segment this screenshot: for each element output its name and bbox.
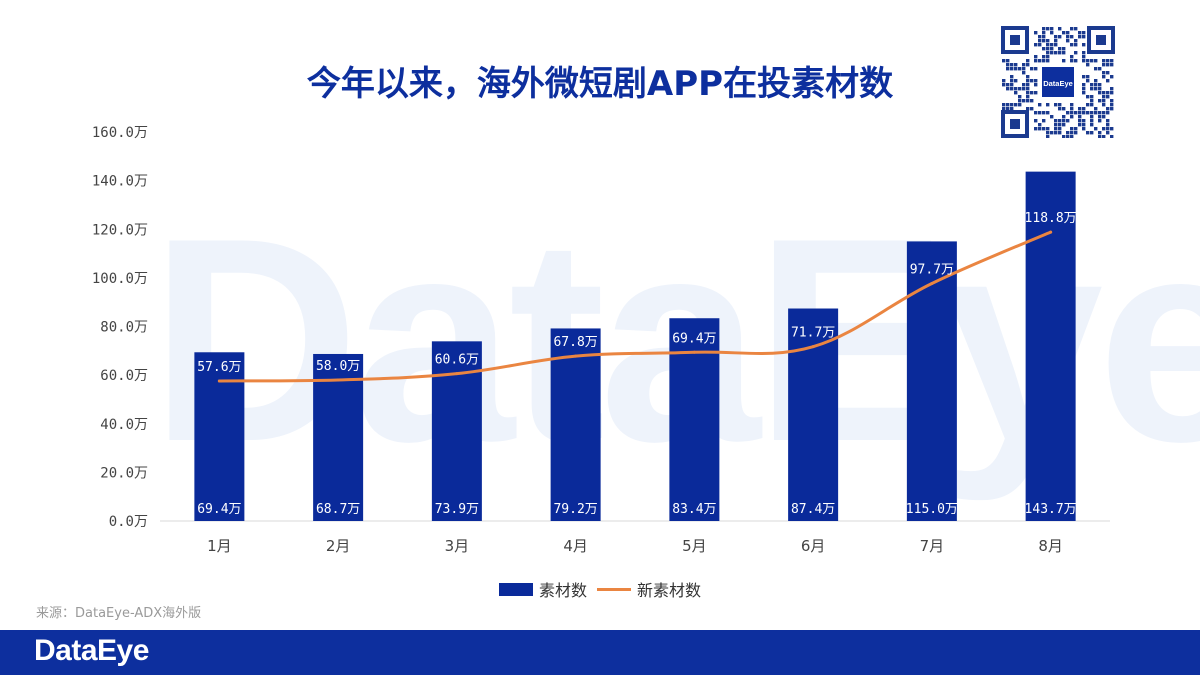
- bar: [431, 341, 482, 521]
- line-data-label: 57.6万: [197, 360, 241, 375]
- bar: [906, 241, 957, 521]
- line-data-label: 58.0万: [316, 359, 360, 374]
- y-tick-label: 140.0万: [92, 174, 148, 190]
- y-tick-label: 120.0万: [92, 222, 148, 238]
- x-tick-label: 6月: [801, 537, 826, 555]
- bar-data-label: 115.0万: [906, 502, 958, 517]
- line-data-label: 97.7万: [910, 262, 954, 277]
- line-point: [811, 345, 815, 349]
- y-tick-label: 20.0万: [100, 465, 148, 481]
- footer-logo: DataEye: [34, 634, 149, 667]
- x-tick-label: 4月: [563, 537, 588, 555]
- x-tick-label: 7月: [920, 537, 945, 555]
- y-tick-label: 100.0万: [92, 271, 148, 287]
- bar-data-label: 79.2万: [553, 502, 597, 517]
- line-point: [574, 354, 578, 358]
- legend-item-bar: 素材数: [498, 577, 587, 601]
- line-point: [455, 372, 459, 376]
- line-point: [336, 378, 340, 382]
- line-point: [930, 281, 934, 285]
- line-point: [692, 350, 696, 354]
- bar: [1025, 171, 1076, 521]
- legend-swatch-line: [597, 587, 631, 591]
- x-tick-label: 8月: [1038, 537, 1063, 555]
- x-tick-label: 2月: [326, 537, 351, 555]
- line-data-label: 69.4万: [672, 331, 716, 346]
- bar-data-label: 83.4万: [672, 502, 716, 517]
- line-data-label: 118.8万: [1025, 211, 1077, 226]
- legend-item-line: 新素材数: [597, 577, 701, 601]
- x-tick-label: 5月: [682, 537, 707, 555]
- bar: [194, 352, 245, 521]
- legend-label-line: 新素材数: [637, 581, 702, 600]
- legend-swatch-bar: [498, 582, 533, 596]
- y-tick-label: 80.0万: [100, 320, 148, 336]
- qr-code-icon: DataEye: [1001, 26, 1115, 138]
- y-tick-label: 160.0万: [92, 125, 148, 141]
- y-tick-label: 0.0万: [109, 514, 148, 530]
- y-tick-label: 40.0万: [100, 417, 148, 433]
- line-point: [217, 379, 221, 383]
- x-tick-label: 1月: [207, 537, 232, 555]
- bar-data-label: 68.7万: [316, 502, 360, 517]
- footer-bar: DataEye: [0, 630, 1200, 675]
- bar: [788, 308, 839, 521]
- y-tick-label: 60.0万: [100, 368, 148, 384]
- qr-badge-label: DataEye: [1043, 79, 1073, 88]
- chart-title: 今年以来，海外微短剧APP在投素材数: [306, 64, 894, 104]
- legend-label-bar: 素材数: [538, 581, 587, 600]
- bar-data-label: 143.7万: [1025, 502, 1077, 517]
- bar-data-label: 69.4万: [197, 502, 241, 517]
- x-tick-label: 3月: [445, 537, 470, 555]
- chart-legend: 素材数 新素材数: [0, 577, 1200, 601]
- bar-data-label: 73.9万: [435, 502, 479, 517]
- line-data-label: 60.6万: [435, 353, 479, 368]
- line-data-label: 71.7万: [791, 326, 835, 341]
- bar: [669, 318, 720, 521]
- line-series-new-materials: [217, 230, 1053, 383]
- line-point: [1049, 230, 1053, 234]
- bar-data-label: 87.4万: [791, 502, 835, 517]
- bar: [550, 328, 601, 521]
- source-note: 来源：DataEye-ADX海外版: [36, 606, 202, 621]
- line-data-label: 67.8万: [553, 335, 597, 350]
